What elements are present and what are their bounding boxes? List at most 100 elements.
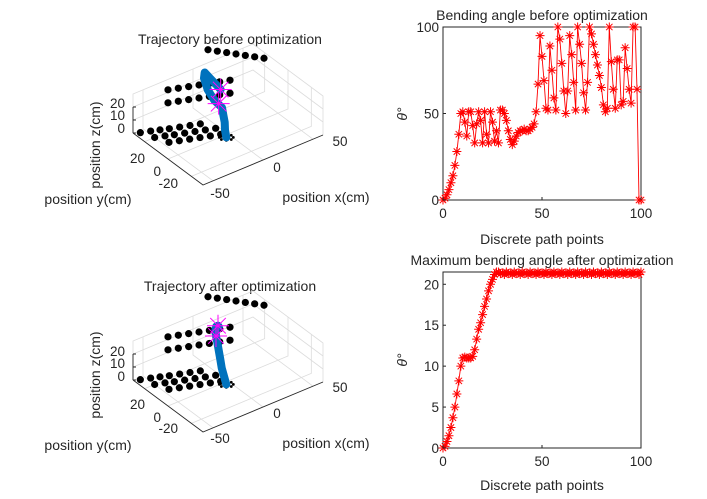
marker-stroke	[486, 107, 496, 117]
obstacle-point	[260, 301, 268, 309]
target-marker	[207, 314, 229, 337]
obstacle-point	[195, 94, 203, 102]
marker-stroke	[579, 88, 589, 98]
data-point	[452, 389, 462, 399]
marker-stroke	[207, 92, 230, 115]
obstacle-point	[223, 295, 231, 304]
data-point	[486, 107, 496, 117]
z-tick-label: 10	[110, 108, 125, 123]
obstacle-point	[186, 135, 194, 143]
marker-stroke	[596, 83, 606, 93]
marker-stroke	[444, 431, 454, 441]
marker-stroke	[604, 22, 614, 32]
data-point	[501, 115, 511, 125]
x-ticks: 0 50 100	[439, 197, 652, 221]
data-point	[450, 402, 460, 412]
data-point	[608, 84, 618, 94]
marker-stroke	[533, 79, 543, 89]
marker-stroke	[452, 389, 462, 399]
data-point	[482, 294, 492, 304]
base-ring-point	[219, 138, 223, 141]
obstacle-point	[191, 374, 199, 383]
targets	[207, 78, 232, 115]
data-point	[569, 77, 579, 87]
data-point	[598, 269, 608, 279]
box-edge	[132, 290, 324, 382]
marker-stroke	[585, 22, 595, 32]
data-point	[543, 269, 553, 279]
y-tick-label: 0	[153, 410, 161, 425]
marker-stroke	[587, 29, 596, 39]
data-point	[452, 147, 462, 157]
data-point	[539, 76, 549, 86]
marker-stroke	[537, 51, 547, 61]
y-axis-label: position y(cm)	[44, 191, 131, 207]
data-point	[446, 423, 456, 433]
grid-line	[167, 317, 289, 407]
marker-stroke	[614, 269, 624, 279]
marker-stroke	[503, 269, 513, 279]
marker-stroke	[583, 269, 593, 279]
z-tick-label: 10	[110, 356, 125, 371]
obstacle-point	[165, 385, 173, 393]
obstacle-point	[147, 374, 155, 382]
marker-stroke	[573, 22, 583, 32]
marker-stroke	[484, 138, 494, 148]
z-tick-label: 20	[110, 344, 125, 359]
data-point	[511, 269, 521, 279]
marker-stroke	[497, 105, 507, 115]
targets	[205, 314, 229, 347]
obstacle-point	[223, 48, 231, 57]
obstacle-point	[201, 126, 209, 134]
marker-stroke	[466, 107, 476, 117]
target-marker	[207, 92, 230, 115]
obstacle-point	[241, 298, 249, 307]
obstacle-point	[174, 331, 182, 339]
data-point	[503, 126, 513, 136]
base-ring-point	[231, 136, 235, 139]
data-point	[598, 100, 608, 110]
data-point	[535, 269, 545, 279]
marker-stroke	[442, 190, 452, 200]
data-point	[486, 279, 496, 289]
obstacle-point	[186, 121, 194, 130]
data-point	[478, 310, 488, 320]
marker-stroke	[620, 43, 630, 53]
marker-stroke	[531, 107, 541, 117]
obstacle-point	[156, 126, 164, 134]
data-point	[616, 100, 626, 110]
obstacle-point	[196, 367, 204, 375]
marker-stroke	[600, 107, 610, 117]
data-point	[636, 267, 646, 277]
y-axis-label: θ°	[394, 107, 410, 121]
marker-stroke	[472, 334, 482, 344]
marker-stroke	[535, 31, 545, 41]
base-ring-point	[229, 385, 233, 388]
y-axis-label: θ°	[394, 353, 410, 367]
data-point	[462, 131, 472, 141]
data-point	[489, 136, 499, 146]
trajectory-after-plot: Trajectory after optimization 20 10 0 20…	[44, 278, 369, 453]
data-point	[527, 122, 537, 132]
base-ring-point	[231, 383, 235, 386]
obstacle-point	[251, 53, 259, 61]
obstacle-point	[232, 297, 240, 305]
data-point	[596, 83, 606, 93]
plot-title: Trajectory after optimization	[144, 278, 316, 294]
obstacle-point	[176, 123, 184, 131]
marker-stroke	[209, 78, 232, 101]
obstacle-point	[161, 379, 169, 387]
obstacle-point	[196, 133, 204, 142]
marker-stroke	[594, 70, 604, 80]
marker-stroke	[499, 109, 509, 118]
data-point	[583, 269, 593, 279]
marker-stroke	[450, 402, 460, 412]
marker-stroke	[616, 100, 626, 110]
marker-stroke	[519, 269, 529, 279]
y-tick-label: 100	[416, 20, 439, 35]
data-point	[470, 345, 480, 355]
data-point	[484, 286, 494, 296]
obstacle-point	[195, 341, 203, 349]
marker-stroke	[488, 274, 497, 284]
marker-stroke	[529, 119, 539, 129]
